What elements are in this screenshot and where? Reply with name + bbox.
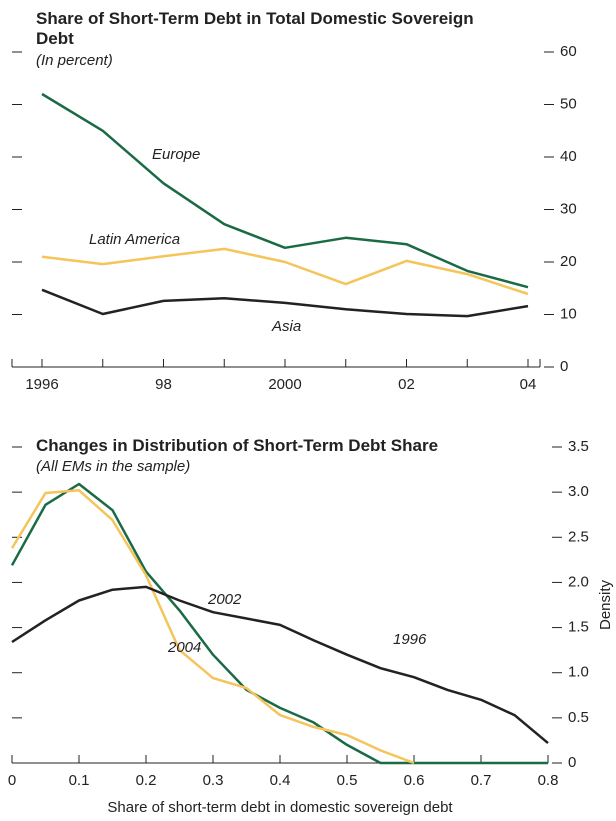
y-tick-label: 60 bbox=[560, 43, 577, 60]
series-label: 2002 bbox=[207, 591, 242, 608]
x-tick-label: 04 bbox=[520, 376, 537, 393]
x-tick-label: 98 bbox=[155, 376, 172, 393]
series-line bbox=[41, 288, 529, 318]
x-tick-label: 0.1 bbox=[69, 772, 90, 789]
series-label: Latin America bbox=[89, 231, 180, 248]
x-tick-label: 0 bbox=[8, 772, 16, 789]
x-tick-label: 0.5 bbox=[337, 772, 358, 789]
series-line bbox=[10, 489, 415, 765]
x-tick-label: 0.4 bbox=[270, 772, 291, 789]
y-tick-label: 0.5 bbox=[568, 709, 589, 726]
x-tick-label: 1996 bbox=[25, 376, 58, 393]
series-line bbox=[41, 92, 529, 289]
chart-title: Changes in Distribution of Short-Term De… bbox=[36, 436, 439, 455]
chart-subtitle: (In percent) bbox=[36, 52, 113, 69]
y-axis-label: Density bbox=[597, 579, 614, 630]
y-tick-label: 50 bbox=[560, 95, 577, 112]
y-tick-label: 40 bbox=[560, 148, 577, 165]
x-tick-label: 0.3 bbox=[203, 772, 224, 789]
x-tick-label: 0.8 bbox=[538, 772, 559, 789]
y-tick-label: 20 bbox=[560, 253, 577, 270]
y-tick-label: 2.5 bbox=[568, 528, 589, 545]
y-tick-label: 30 bbox=[560, 200, 577, 217]
y-tick-label: 0 bbox=[568, 754, 576, 771]
series-label: 2004 bbox=[167, 639, 201, 656]
y-tick-label: 0 bbox=[560, 358, 568, 375]
chart-subtitle: (All EMs in the sample) bbox=[36, 458, 191, 475]
series-line bbox=[41, 247, 529, 296]
y-tick-label: 3.5 bbox=[568, 438, 589, 455]
y-tick-label: 1.5 bbox=[568, 619, 589, 636]
chart-title: Share of Short-Term Debt in Total Domest… bbox=[36, 9, 474, 48]
series-line bbox=[10, 482, 548, 765]
y-tick-label: 1.0 bbox=[568, 664, 589, 681]
x-axis-label: Share of short-term debt in domestic sov… bbox=[107, 799, 453, 816]
x-tick-label: 0.7 bbox=[471, 772, 492, 789]
x-tick-label: 0.2 bbox=[136, 772, 157, 789]
y-tick-label: 2.0 bbox=[568, 573, 589, 590]
x-tick-label: 2000 bbox=[268, 376, 301, 393]
x-tick-label: 02 bbox=[398, 376, 415, 393]
y-tick-label: 3.0 bbox=[568, 483, 589, 500]
series-label: Asia bbox=[271, 318, 301, 335]
x-tick-label: 0.6 bbox=[404, 772, 425, 789]
y-tick-label: 10 bbox=[560, 305, 577, 322]
series-label: 1996 bbox=[393, 631, 427, 648]
series-line bbox=[11, 585, 549, 745]
series-label: Europe bbox=[152, 146, 200, 163]
